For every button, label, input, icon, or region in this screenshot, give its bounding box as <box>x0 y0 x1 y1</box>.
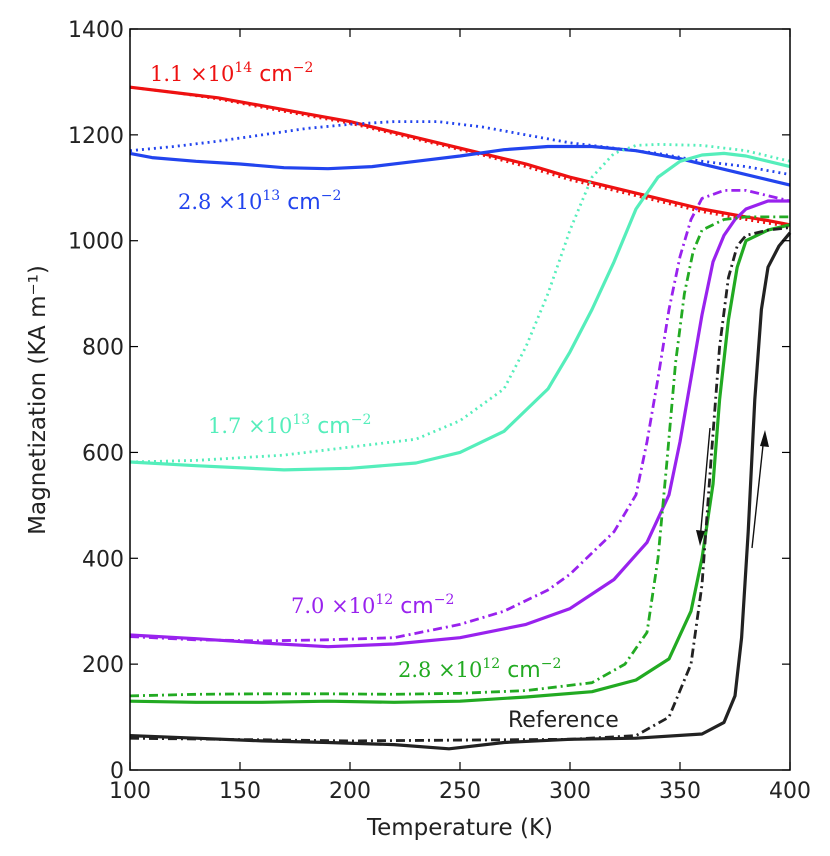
series-line-5 <box>129 151 791 472</box>
label-2p8e13: 2.8 ×1013 cm−2 <box>178 188 341 215</box>
series-line-12 <box>129 226 791 743</box>
x-tick-label: 300 <box>549 779 591 804</box>
y-tick-label: 0 <box>110 759 124 784</box>
x-tick-label: 250 <box>439 779 481 804</box>
series-line-4 <box>129 120 791 176</box>
x-tick-label: 400 <box>769 779 811 804</box>
label-7p0e12: 7.0 ×1012 cm−2 <box>291 592 454 619</box>
series-line-9 <box>129 223 791 704</box>
series-line-3 <box>129 144 791 187</box>
series-line-6 <box>129 142 791 464</box>
x-tick-label: 100 <box>109 779 151 804</box>
x-tick-label: 350 <box>659 779 701 804</box>
heating-arrow-icon <box>751 430 769 549</box>
label-1p7e13: 1.7 ×1013 cm−2 <box>208 412 371 439</box>
series-layer <box>129 85 792 751</box>
x-axis-title: Temperature (K) <box>366 815 553 841</box>
y-tick-label: 1400 <box>68 18 124 43</box>
label-1p1e14: 1.1 ×1014 cm−2 <box>150 60 313 87</box>
x-tick-label: 150 <box>219 779 261 804</box>
series-line-8 <box>129 188 791 643</box>
cooling-arrow-icon <box>696 427 711 546</box>
series-line-2 <box>129 85 791 228</box>
y-tick-label: 200 <box>82 653 124 678</box>
y-tick-label: 1200 <box>68 124 124 149</box>
x-tick-label: 200 <box>329 779 371 804</box>
y-axis-title: Magnetization (KA m⁻¹) <box>25 265 51 535</box>
x-ticks: 100 150 200 250 300 350 400 <box>109 29 811 804</box>
series-line-7 <box>129 199 790 649</box>
series-line-11 <box>129 231 792 751</box>
label-reference: Reference <box>508 708 619 733</box>
series-line-10 <box>129 215 790 698</box>
y-tick-label: 600 <box>82 441 124 466</box>
y-tick-label: 800 <box>82 336 124 361</box>
y-tick-label: 400 <box>82 547 124 572</box>
label-2p8e12: 2.8 ×1012 cm−2 <box>398 656 561 683</box>
y-ticks: 0 200 400 600 800 1000 1200 1400 <box>68 18 790 784</box>
y-tick-label: 1000 <box>68 230 124 255</box>
